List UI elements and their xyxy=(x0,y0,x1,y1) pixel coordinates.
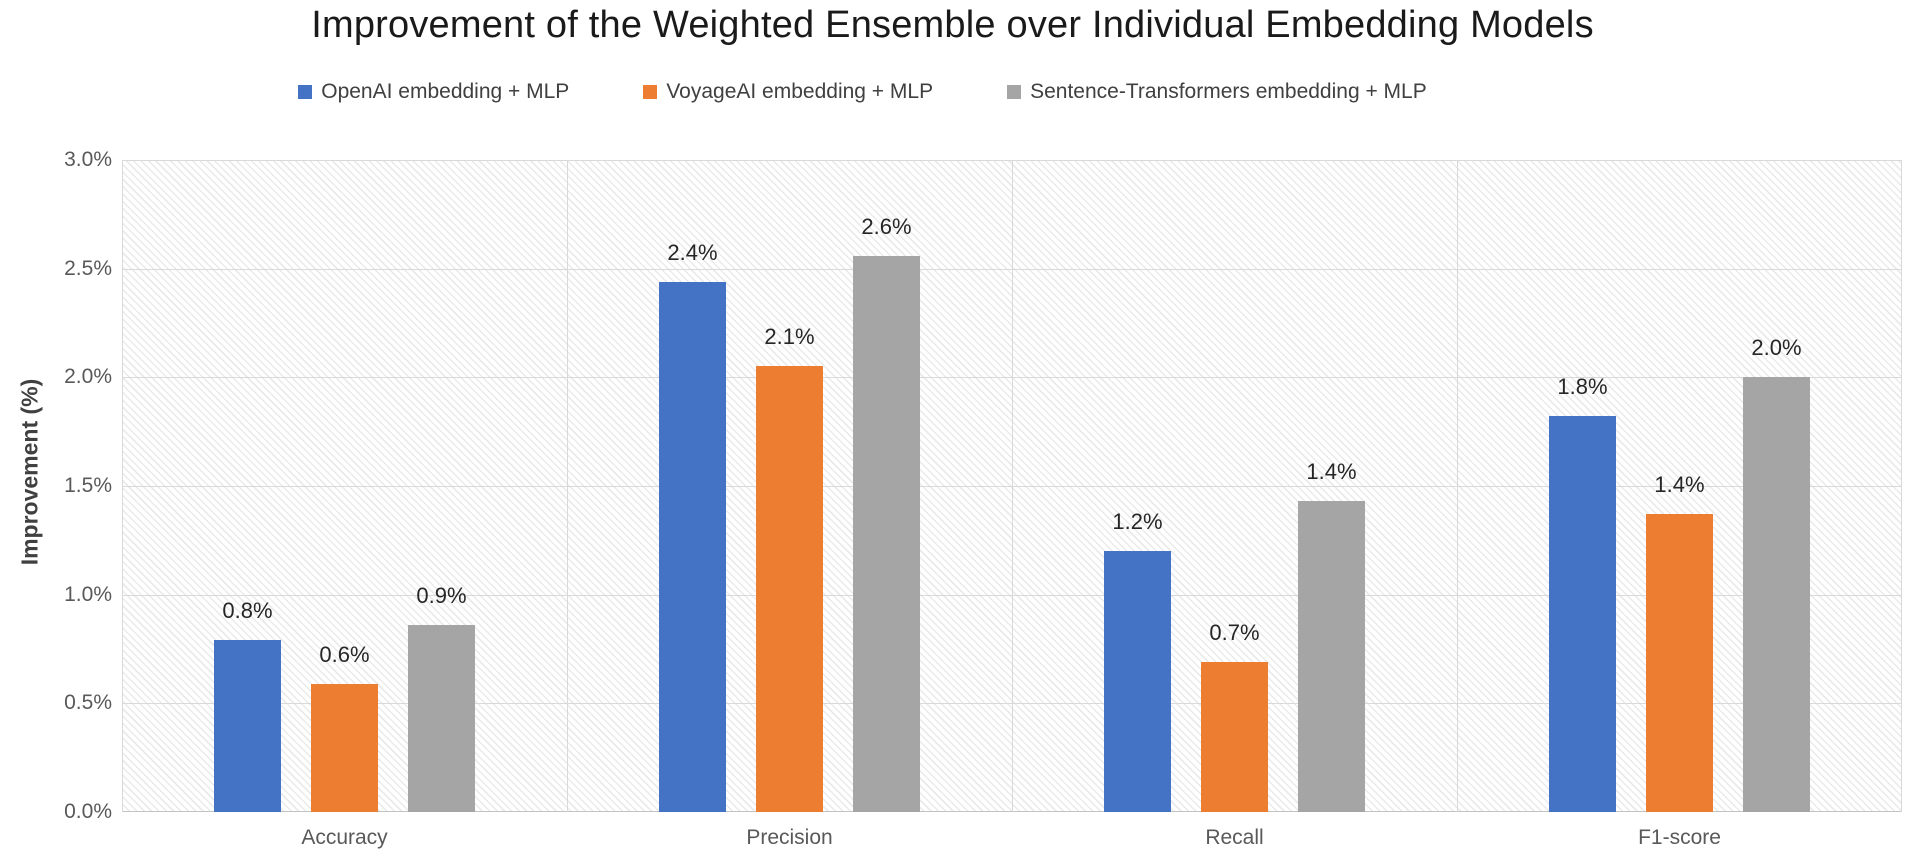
bar-sentence-transformers-f1-score xyxy=(1743,377,1810,812)
y-tick-label: 2.0% xyxy=(64,365,112,389)
legend-item-sentence-transformers: Sentence-Transformers embedding + MLP xyxy=(1007,80,1427,104)
legend-item-voyageai: VoyageAI embedding + MLP xyxy=(643,80,933,104)
legend-swatch-voyageai xyxy=(643,85,658,99)
legend-label-openai: OpenAI embedding + MLP xyxy=(321,80,570,103)
y-tick-label: 1.5% xyxy=(64,474,112,497)
y-tick-label: 3.0% xyxy=(64,148,112,171)
bar-value-label: 0.9% xyxy=(416,583,467,609)
bar-value-label: 2.0% xyxy=(1751,335,1802,361)
y-tick-label: 1.0% xyxy=(64,582,112,606)
legend-label-voyageai: VoyageAI embedding + MLP xyxy=(666,80,934,103)
bar-openai-accuracy xyxy=(214,640,281,812)
bar-voyageai-precision xyxy=(756,366,823,812)
bar-value-label: 2.1% xyxy=(764,324,815,350)
y-tick-label: 0.5% xyxy=(64,691,112,715)
x-category-label: Recall xyxy=(1205,826,1264,849)
y-axis-title: Improvement (%) xyxy=(16,378,43,566)
gridline-v xyxy=(1012,160,1013,812)
legend-swatch-openai xyxy=(298,85,313,99)
bar-value-label: 1.8% xyxy=(1557,374,1608,400)
y-tick-label: 0.0% xyxy=(64,800,112,823)
gridline-v xyxy=(122,160,123,812)
gridline-v xyxy=(1457,160,1458,812)
bar-value-label: 1.2% xyxy=(1112,509,1163,535)
bar-voyageai-recall xyxy=(1201,662,1268,812)
y-tick-label: 2.5% xyxy=(64,256,112,280)
x-category-label: Precision xyxy=(746,826,833,849)
bar-sentence-transformers-recall xyxy=(1298,501,1365,812)
bar-value-label: 0.6% xyxy=(319,641,370,667)
bar-voyageai-accuracy xyxy=(311,683,378,812)
bar-voyageai-f1-score xyxy=(1646,514,1713,812)
gridline-v xyxy=(567,160,568,812)
chart-title: Improvement of the Weighted Ensemble ove… xyxy=(311,4,1594,46)
legend: OpenAI embedding + MLP VoyageAI embeddin… xyxy=(0,80,1815,104)
bar-openai-f1-score xyxy=(1549,416,1616,812)
bar-openai-recall xyxy=(1104,551,1171,812)
bar-value-label: 2.6% xyxy=(861,213,912,239)
legend-label-sentence-transformers: Sentence-Transformers embedding + MLP xyxy=(1030,80,1427,103)
legend-swatch-sentence-transformers xyxy=(1007,85,1022,99)
bar-sentence-transformers-precision xyxy=(853,255,920,812)
x-category-label: Accuracy xyxy=(301,826,388,849)
bar-value-label: 2.4% xyxy=(667,239,718,265)
legend-item-openai: OpenAI embedding + MLP xyxy=(298,80,569,104)
gridline-v xyxy=(1901,160,1902,812)
bar-openai-precision xyxy=(659,281,726,812)
bar-value-label: 1.4% xyxy=(1306,459,1357,485)
x-category-label: F1-score xyxy=(1638,826,1721,849)
bar-value-label: 0.7% xyxy=(1209,620,1260,646)
plot-area: 0.8% 0.6% 0.9% 2.4% 2.1% 2.6% 1.2% 0.7% 1.4% 1.8%… xyxy=(122,160,1902,812)
bar-value-label: 0.8% xyxy=(222,598,273,624)
bar-sentence-transformers-accuracy xyxy=(408,625,475,812)
bar-value-label: 1.4% xyxy=(1654,472,1705,498)
